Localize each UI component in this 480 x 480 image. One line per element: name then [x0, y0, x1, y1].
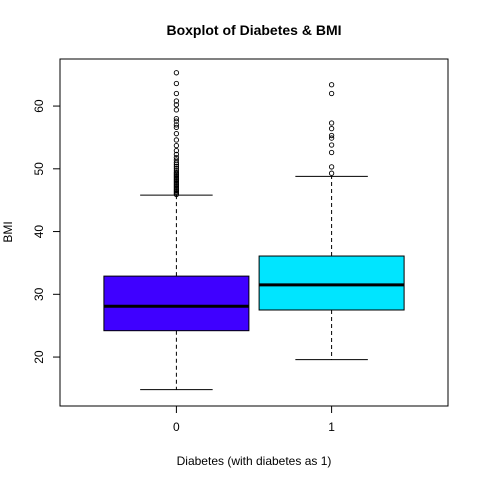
y-axis-label: BMI [1, 221, 15, 242]
outlier-point [173, 80, 180, 87]
outlier-point [328, 126, 335, 132]
outlier-point [173, 137, 180, 143]
outlier-point [173, 122, 180, 128]
outlier-point [173, 157, 180, 163]
plot-area: 20 30 40 50 60 0 1 [32, 58, 449, 434]
outlier-point [173, 165, 180, 171]
outlier-point [328, 120, 335, 126]
y-tick-label: 60 [32, 99, 46, 113]
outlier-point [328, 90, 335, 97]
outlier-point [173, 163, 180, 169]
y-tick-label: 20 [32, 350, 46, 364]
outlier-point [328, 82, 335, 88]
plot-frame [59, 58, 449, 407]
outlier-point [173, 159, 180, 166]
outlier-point [328, 135, 335, 141]
iqr-box [103, 275, 250, 332]
outlier-point [173, 131, 180, 137]
outlier-point [173, 142, 180, 149]
outlier-point [173, 147, 180, 154]
outlier-point [173, 70, 180, 76]
x-axis-label: Diabetes (with diabetes as 1) [177, 454, 332, 468]
iqr-box [258, 255, 405, 311]
outlier-point [328, 164, 335, 170]
outlier-point [328, 149, 335, 156]
outlier-point [173, 107, 180, 113]
x-tick-label: 1 [328, 420, 335, 434]
outlier-point [328, 170, 335, 176]
outlier-point [173, 151, 180, 158]
outlier-point [328, 132, 335, 139]
box-group-1 [258, 82, 405, 361]
outlier-point [173, 118, 180, 124]
y-tick-label: 50 [32, 162, 46, 176]
outlier-point [173, 154, 180, 161]
outlier-point [173, 124, 180, 131]
outlier-point [173, 115, 180, 122]
y-tick-label: 40 [32, 225, 46, 239]
box-group-0 [103, 70, 250, 391]
outlier-point [173, 169, 180, 175]
outlier-point [173, 98, 180, 104]
outlier-point [173, 90, 180, 97]
x-tick-label: 0 [173, 420, 180, 434]
chart-title: Boxplot of Diabetes & BMI [166, 22, 341, 38]
y-tick-label: 30 [32, 287, 46, 301]
outlier-point [173, 167, 180, 173]
outlier-point [173, 102, 180, 108]
outlier-point [328, 142, 335, 148]
